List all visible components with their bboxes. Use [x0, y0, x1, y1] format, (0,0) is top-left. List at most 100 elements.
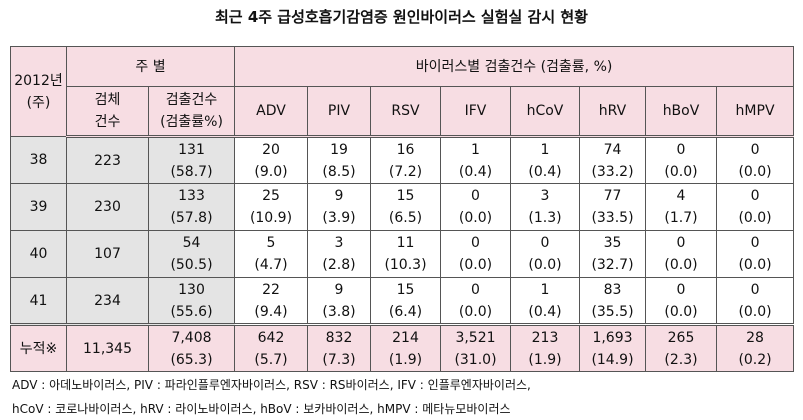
count: 3,521 — [455, 329, 496, 346]
virus-cell: 0 (0.0) — [645, 277, 717, 325]
footnote: ADV : 아데노바이러스, PIV : 파라인플루엔자바이러스, RSV : … — [12, 378, 531, 392]
count: 0 — [676, 281, 686, 298]
rate: (6.4) — [388, 303, 423, 320]
count: 7,408 — [171, 329, 212, 346]
row: 38 223 131 (58.7) 20 (9.0) 19 (8.5) 16 (7.2) 1 (0.4… — [10, 136, 795, 184]
rate: (0.0) — [458, 257, 493, 273]
rate: (8.5) — [322, 163, 356, 180]
header-cell: IFV — [440, 86, 511, 138]
rate: (35.5) — [591, 303, 634, 320]
count: 4 — [676, 188, 686, 204]
rate: (10.9) — [249, 210, 293, 226]
virus-cell: 214 (1.9) — [370, 323, 441, 372]
virus-cell: 3,521 (31.0) — [440, 323, 511, 372]
virus-cell: 0 (0.0) — [440, 230, 511, 278]
count: 15 — [396, 188, 415, 204]
rate: (2.3) — [664, 351, 698, 368]
header-cell: hCoV — [510, 86, 580, 138]
rate: (0.0) — [738, 303, 772, 320]
header-cell: hBoV — [645, 86, 717, 138]
virus-cell: 35 (32.7) — [579, 230, 646, 278]
rate: (32.7) — [591, 257, 634, 273]
virus-cell: 16 (7.2) — [370, 136, 441, 184]
text: 검체 — [94, 92, 121, 108]
count: 74 — [603, 141, 622, 158]
rate: (14.9) — [591, 351, 634, 368]
text: 검출건수 — [165, 92, 218, 108]
count: 16 — [396, 141, 415, 158]
virus-cell: 3 (1.3) — [510, 183, 580, 231]
count: 1 — [540, 141, 550, 158]
rate: (58.7) — [170, 163, 213, 180]
samples-cell: 223 — [66, 136, 149, 184]
count: 83 — [603, 281, 622, 298]
count: 35 — [603, 235, 622, 251]
week-cell: 누적※ — [10, 323, 67, 372]
count: 3 — [334, 235, 344, 251]
rate: (0.4) — [528, 303, 562, 320]
count: 0 — [750, 281, 760, 298]
rate: (9.4) — [254, 303, 288, 320]
detected-cell: 131 (58.7) — [148, 136, 235, 184]
rate: (57.8) — [170, 210, 213, 226]
count: 0 — [676, 141, 686, 158]
virus-cell: 4 (1.7) — [645, 183, 717, 231]
count: 5 — [266, 235, 276, 251]
count: 0 — [471, 188, 480, 204]
virus-cell: 1 (0.4) — [440, 136, 511, 184]
count: 22 — [262, 281, 280, 298]
count: 54 — [182, 235, 201, 251]
count: 1,693 — [592, 329, 633, 346]
count: 0 — [676, 235, 686, 251]
footnote: hCoV : 코로나바이러스, hRV : 라이노바이러스, hBoV : 보카… — [12, 402, 511, 416]
text: (주) — [26, 94, 51, 111]
header-cell: 바이러스별 검출건수 (검출률, %) — [233, 46, 795, 87]
rate: (0.0) — [738, 257, 772, 273]
virus-cell: 83 (35.5) — [579, 277, 646, 325]
header-cell: hRV — [579, 86, 646, 138]
text: (검출률%) — [160, 114, 223, 130]
header-cell: 검체 건수 — [66, 86, 149, 138]
virus-cell: 28 (0.2) — [715, 323, 795, 372]
samples-cell: 230 — [66, 183, 149, 231]
count: 213 — [531, 329, 559, 346]
count: 131 — [178, 141, 205, 158]
rate: (0.2) — [738, 351, 772, 368]
rate: (9.0) — [254, 163, 288, 180]
rate: (0.0) — [664, 163, 698, 180]
virus-cell: 0 (0.0) — [715, 277, 795, 325]
header-cell: 2012년 (주) — [10, 46, 67, 137]
virus-cell: 0 (0.0) — [645, 230, 717, 278]
header-cell: PIV — [307, 86, 371, 138]
rate: (55.6) — [170, 303, 213, 320]
count: 0 — [750, 141, 760, 158]
count: 832 — [325, 329, 353, 346]
row: 39 230 133 (57.8) 25 (10.9) 9 (3.9) 15 (6.5) 0 (0.0… — [10, 183, 795, 231]
rate: (4.7) — [254, 257, 288, 273]
detected-cell: 133 (57.8) — [148, 183, 235, 231]
rate: (0.0) — [458, 210, 493, 226]
virus-cell: 0 (0.0) — [715, 183, 795, 231]
detected-cell: 130 (55.6) — [148, 277, 235, 325]
header-cell: ADV — [234, 86, 308, 138]
rate: (33.2) — [591, 163, 634, 180]
count: 130 — [178, 281, 205, 298]
rate: (50.5) — [170, 257, 213, 273]
rate: (1.7) — [664, 210, 698, 226]
count: 1 — [471, 141, 480, 158]
virus-cell: 22 (9.4) — [234, 277, 308, 325]
samples-cell: 107 — [66, 230, 149, 278]
count: 0 — [471, 281, 480, 298]
text: 2012년 — [14, 72, 63, 89]
count: 9 — [334, 188, 344, 204]
rate: (0.0) — [458, 303, 493, 320]
virus-cell: 0 (0.0) — [510, 230, 580, 278]
virus-cell: 11 (10.3) — [370, 230, 441, 278]
header-cell: 주 별 — [66, 46, 235, 87]
count: 77 — [603, 188, 622, 204]
virus-cell: 5 (4.7) — [234, 230, 308, 278]
count: 15 — [396, 281, 415, 298]
virus-cell: 0 (0.0) — [715, 230, 795, 278]
rate: (10.3) — [384, 257, 427, 273]
